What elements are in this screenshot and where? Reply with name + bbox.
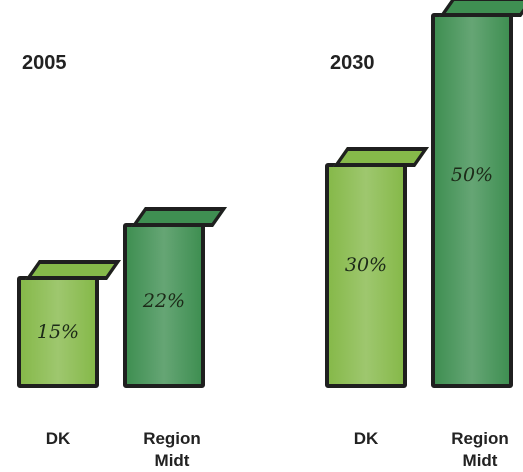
x-tick-label: DK bbox=[353, 429, 379, 448]
x-tick-label: Region Midt bbox=[143, 429, 201, 470]
bar-top bbox=[131, 207, 228, 227]
bar: 30% bbox=[325, 163, 407, 388]
bar-top bbox=[439, 0, 523, 17]
x-tick-label: DK bbox=[45, 429, 71, 448]
bar: 22% bbox=[123, 223, 205, 388]
chart-title: 2030 bbox=[330, 52, 375, 74]
chart-title: 2005 bbox=[22, 52, 67, 74]
value-label: 15% bbox=[36, 321, 80, 344]
bar-top bbox=[333, 147, 430, 167]
bar: 50% bbox=[431, 13, 513, 388]
chart-group: 2005 15% DK 22% Region Midt bbox=[0, 0, 260, 471]
bar-top bbox=[25, 259, 122, 280]
x-tick-label: Region Midt bbox=[451, 429, 509, 470]
chart-group: 2030 30% DK 50% Region Midt bbox=[308, 0, 523, 471]
value-label: 30% bbox=[344, 253, 388, 276]
value-label: 22% bbox=[142, 289, 186, 312]
bar: 15% bbox=[17, 275, 99, 388]
value-label: 50% bbox=[450, 163, 494, 186]
